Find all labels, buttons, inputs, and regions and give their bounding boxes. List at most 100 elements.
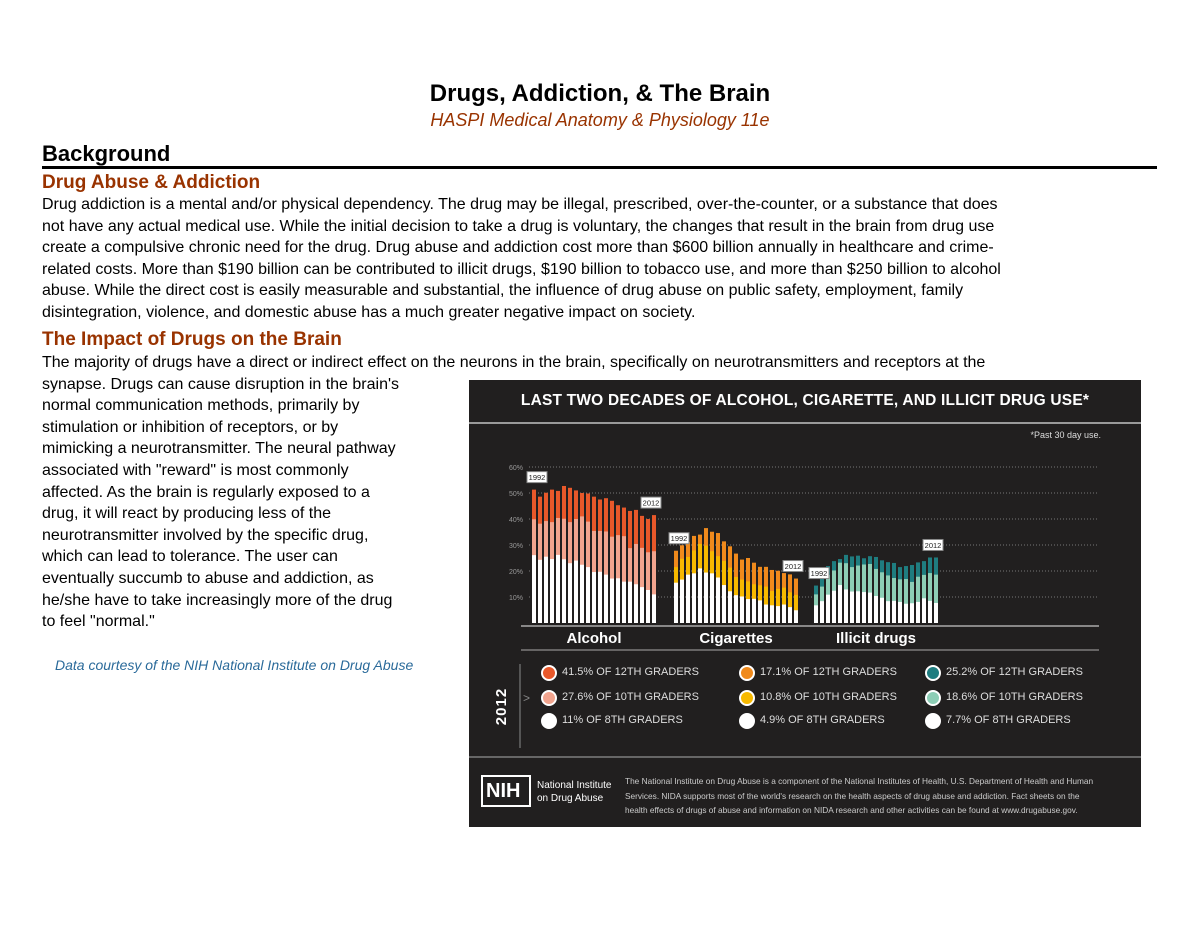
nih-logo: NIH <box>481 775 531 807</box>
bar-alcohol-8th <box>586 567 590 623</box>
category-label: Alcohol <box>567 630 622 647</box>
bar-cigarettes-8th <box>734 595 738 623</box>
year-tag <box>922 538 944 551</box>
legend-item: 17.1% OF 12TH GRADERS <box>760 666 897 678</box>
legend-item: 41.5% OF 12TH GRADERS <box>562 666 699 678</box>
text-line: normal communication methods, primarily … <box>42 397 360 415</box>
category-label: Cigarettes <box>699 630 772 647</box>
bar-alcohol-8th <box>652 594 656 623</box>
bar-illicit-drugs-8th <box>886 601 890 623</box>
year-tag <box>640 496 662 509</box>
bar-cigarettes-10th <box>776 588 780 623</box>
bar-alcohol-10th <box>634 543 638 623</box>
legend-item: 10.8% OF 10TH GRADERS <box>760 691 897 703</box>
text-line: disintegration, violence, and domestic a… <box>42 303 696 321</box>
bar-illicit-drugs-10th <box>934 574 938 623</box>
bar-cigarettes-8th <box>770 605 774 623</box>
category-label: Illicit drugs <box>836 630 916 647</box>
bar-cigarettes-8th <box>698 568 702 623</box>
bar-cigarettes-8th <box>704 572 708 623</box>
legend-item: 27.6% OF 10TH GRADERS <box>562 691 699 703</box>
bar-chart: 10% 20% 30% 40% 50% 60% Alcohol 1992 2012 Cigaret… <box>509 465 1099 651</box>
y-tick-label: 20% <box>509 569 523 576</box>
nih-name: National Institute on Drug Abuse <box>537 779 612 805</box>
bar-illicit-drugs-10th <box>910 581 914 623</box>
bar-alcohol-10th <box>640 547 644 623</box>
bar-illicit-drugs-10th <box>916 576 920 623</box>
bar-illicit-drugs-8th <box>820 601 824 623</box>
text-line: drug, it will react by producing less of… <box>42 505 332 523</box>
text-line: which can lead to tolerance. The user ca… <box>42 548 338 566</box>
bar-illicit-drugs-8th <box>880 597 884 623</box>
bar-cigarettes-8th <box>716 577 720 623</box>
y-tick-label: 60% <box>509 465 523 472</box>
year-tag <box>782 560 804 573</box>
bar-alcohol-8th <box>646 589 650 623</box>
year-tag <box>526 471 548 484</box>
bar-illicit-drugs-8th <box>934 602 938 623</box>
text-line: synapse. Drugs can cause disruption in t… <box>42 375 400 393</box>
footer-line: The National Institute on Drug Abuse is … <box>625 776 1094 786</box>
bar-alcohol-8th <box>544 556 548 623</box>
section1-paragraph: Drug addiction is a mental and/or physic… <box>42 194 1001 324</box>
bar-alcohol-8th <box>550 559 554 623</box>
infographic: LAST TWO DECADES OF ALCOHOL, CIGARETTE, … <box>469 380 1141 827</box>
bar-illicit-drugs-8th <box>868 592 872 623</box>
text-line: create a compulsive chronic need for the… <box>42 239 994 257</box>
text-line: to feel "normal." <box>42 613 155 631</box>
year-tag-label: 1992 <box>529 473 546 482</box>
bar-illicit-drugs-8th <box>850 591 854 623</box>
bar-alcohol-8th <box>532 555 536 623</box>
bar-cigarettes-8th <box>794 610 798 623</box>
bar-alcohol-8th <box>538 559 542 623</box>
page-subtitle: HASPI Medical Anatomy & Physiology 11e <box>430 110 770 130</box>
text-line: mimicking a neurotransmitter. The neural… <box>42 440 396 458</box>
infographic-title: LAST TWO DECADES OF ALCOHOL, CIGARETTE, … <box>520 392 1090 409</box>
bar-illicit-drugs-10th <box>904 579 908 623</box>
bar-cigarettes-8th <box>710 573 714 623</box>
footer-text: The National Institute on Drug Abuse is … <box>625 774 1093 818</box>
footnote: *Past 30 day use. <box>1030 430 1101 440</box>
background-heading: Background <box>42 141 171 166</box>
chevron-right-icon: > <box>523 691 531 705</box>
bar-cigarettes-8th <box>764 604 768 623</box>
bar-illicit-drugs-8th <box>856 591 860 623</box>
legend-item: 11% OF 8TH GRADERS <box>562 714 683 726</box>
bar-alcohol-8th <box>622 581 626 623</box>
legend-year: 2012 <box>493 687 511 726</box>
y-tick-label: 30% <box>509 543 523 550</box>
bar-alcohol-8th <box>556 554 560 623</box>
bar-cigarettes-8th <box>728 591 732 623</box>
bar-alcohol-8th <box>568 563 572 623</box>
bar-illicit-drugs-8th <box>898 601 902 623</box>
bar-illicit-drugs-8th <box>874 595 878 623</box>
y-tick-label: 50% <box>509 491 523 498</box>
nih-name-line: on Drug Abuse <box>537 793 604 804</box>
year-tag-label: 1992 <box>671 534 688 543</box>
bar-alcohol-8th <box>598 571 602 623</box>
text-line: related costs. More than $190 billion ca… <box>42 260 1001 278</box>
bar-illicit-drugs-8th <box>844 589 848 623</box>
section2-heading: The Impact of Drugs on the Brain <box>42 329 342 350</box>
y-tick-label: 40% <box>509 517 523 524</box>
bar-alcohol-8th <box>574 560 578 623</box>
legend-item: 18.6% OF 10TH GRADERS <box>946 691 1083 703</box>
year-tag-label: 2012 <box>925 541 942 550</box>
cigarette-icon <box>739 665 755 681</box>
cigarette-icon <box>739 713 755 729</box>
bar-alcohol-10th <box>652 551 656 623</box>
bar-illicit-drugs-8th <box>814 605 818 623</box>
legend-item: 4.9% OF 8TH GRADERS <box>760 714 885 726</box>
text-line: neurotransmitter involved by the specifi… <box>42 526 369 544</box>
bar-illicit-drugs-8th <box>904 603 908 623</box>
bar-cigarettes-8th <box>692 573 696 623</box>
cigarette-icon <box>739 690 755 706</box>
bar-illicit-drugs-10th <box>874 568 878 623</box>
heading-rule <box>42 166 1157 169</box>
bar-cigarettes-8th <box>722 585 726 623</box>
divider <box>469 756 1141 758</box>
footer-line: Services. NIDA supports most of the worl… <box>625 790 1080 801</box>
nih-name-line: National Institute <box>537 780 612 791</box>
y-tick-label: 10% <box>509 595 523 602</box>
text-line: he/she have to take increasingly more of… <box>42 591 393 609</box>
